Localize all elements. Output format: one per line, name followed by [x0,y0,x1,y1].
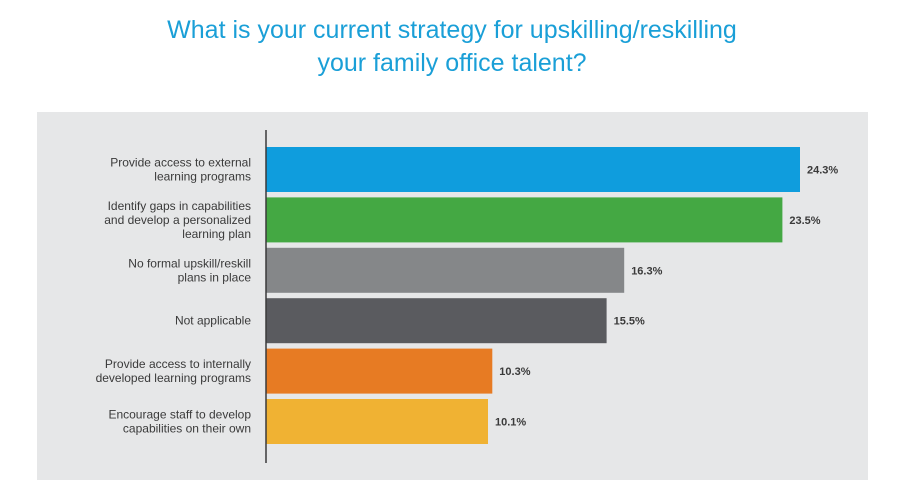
category-label-5-line-1: capabilities on their own [123,422,251,436]
category-label-4-line-0: Provide access to internally [105,357,251,371]
value-label-4: 10.3% [499,366,530,378]
category-label-3: Not applicable [175,314,251,328]
category-label-0-line-1: learning programs [154,170,251,184]
value-label-1: 23.5% [789,215,820,227]
value-label-0: 24.3% [807,165,838,177]
category-label-4: Provide access to internally developed le… [96,357,251,385]
bar-3 [266,298,607,344]
chart-title-line-1: What is your current strategy for upskil… [167,16,737,44]
category-label-0-line-0: Provide access to external [110,156,251,170]
category-label-0: Provide access to external learning progr… [110,156,251,184]
bar-0 [266,147,800,192]
bar-4 [266,348,493,394]
bar-1 [266,197,783,243]
category-label-1-line-2: learning plan [182,227,251,241]
category-label-5: Encourage staff to develop capabilities o… [108,408,251,436]
value-label-5: 10.1% [495,417,526,429]
bars-layer: 24.3%Provide access to external learning … [96,147,838,444]
category-label-3-line-0: Not applicable [175,314,251,328]
category-label-1-line-1: and develop a personalized [104,213,251,227]
category-label-2-line-1: plans in place [178,270,252,284]
value-label-2: 16.3% [631,265,662,277]
bar-5 [266,399,488,444]
chart-title-line-2: your family office talent? [317,49,587,77]
chart-title: What is your current strategy for upskil… [0,14,904,80]
bar-2 [266,247,625,293]
value-label-3: 15.5% [614,316,645,328]
category-label-2-line-0: No formal upskill/reskill [128,256,251,270]
category-label-5-line-0: Encourage staff to develop [108,408,251,422]
category-label-1: Identify gaps in capabilities and develop… [104,199,251,241]
category-label-1-line-0: Identify gaps in capabilities [108,199,251,213]
category-label-4-line-1: developed learning programs [96,371,251,385]
category-label-2: No formal upskill/reskill plans in place [128,256,251,284]
